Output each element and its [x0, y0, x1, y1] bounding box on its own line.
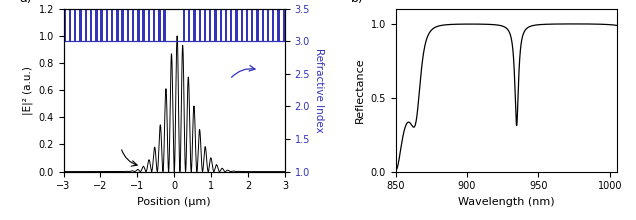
Y-axis label: Reflectance: Reflectance [355, 57, 365, 123]
Text: a): a) [19, 0, 32, 5]
Text: b): b) [351, 0, 364, 5]
X-axis label: Wavelength (nm): Wavelength (nm) [458, 197, 555, 207]
Y-axis label: Refractive Index: Refractive Index [314, 48, 324, 133]
X-axis label: Position (μm): Position (μm) [137, 197, 211, 207]
Y-axis label: |E|² (a.u.): |E|² (a.u.) [22, 66, 33, 115]
